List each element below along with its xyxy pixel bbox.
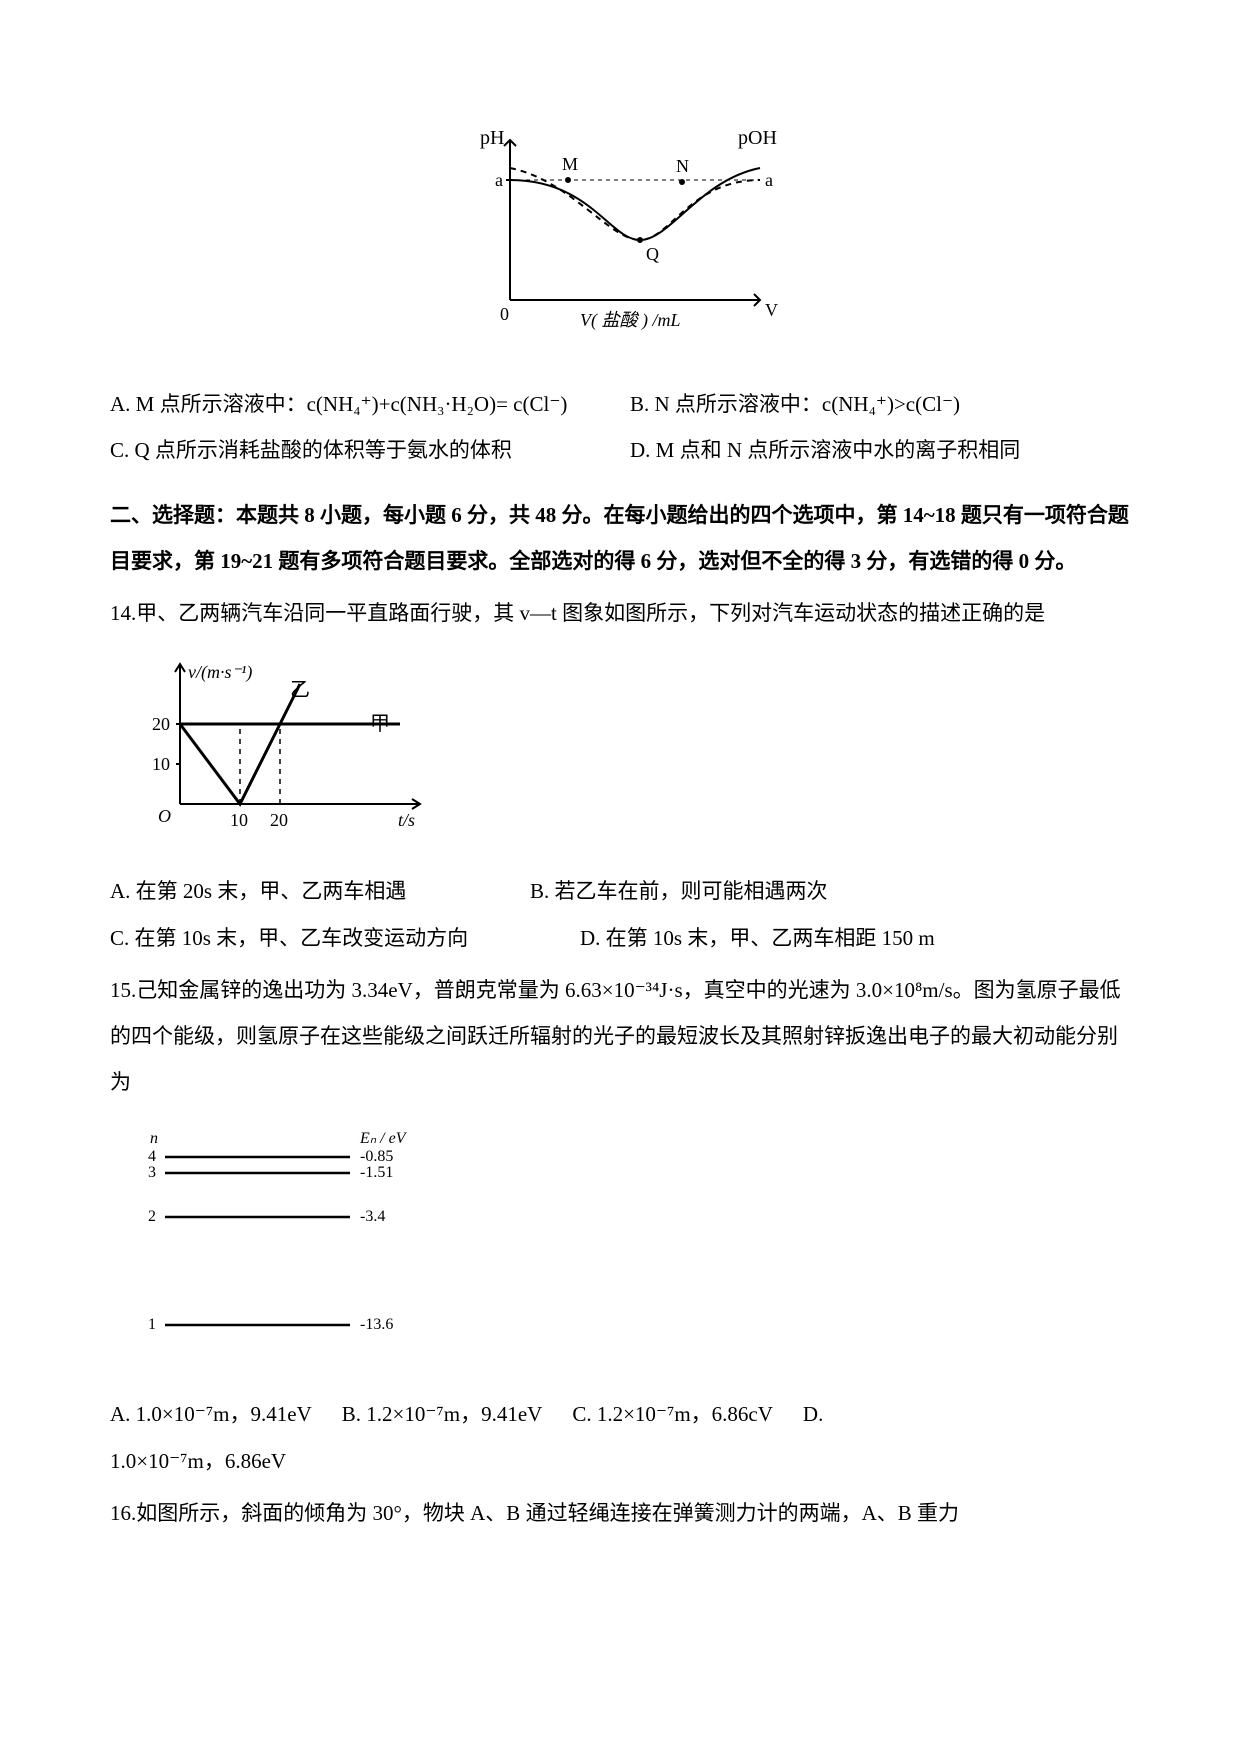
q15-figure: n Eₙ / eV 4 -0.85 3 -1.51 2 -3.4 1 -13.6	[140, 1125, 1130, 1371]
q14-figure: 10 20 10 20 v/(m·s⁻¹) t/s O 乙 甲	[140, 654, 1130, 850]
q13-opt-d: D. M 点和 N 点所示溶液中水的离子积相同	[630, 427, 1130, 473]
lvl2-e: -3.4	[360, 1208, 385, 1225]
q13-figure: a a pH pOH 0 V( 盐酸 ) /mL V M N Q	[110, 120, 1130, 356]
svg-text:10: 10	[230, 810, 248, 830]
energy-svg: n Eₙ / eV 4 -0.85 3 -1.51 2 -3.4 1 -13.6	[140, 1125, 460, 1355]
q13-opt-b: B. N 点所示溶液中：c(NH₄⁺)>c(Cl⁻)	[630, 381, 1130, 427]
v-label: V	[765, 300, 778, 320]
section2-heading: 二、选择题：本题共 8 小题，每小题 6 分，共 48 分。在每小题给出的四个选…	[110, 492, 1130, 584]
q13-options-row2: C. Q 点所示消耗盐酸的体积等于氨水的体积 D. M 点和 N 点所示溶液中水…	[110, 427, 1130, 473]
vt-jia-label: 甲	[370, 713, 390, 735]
q14-options-row1: A. 在第 20s 末，甲、乙两车相遇 B. 若乙车在前，则可能相遇两次	[110, 868, 1130, 914]
q14-opt-a: A. 在第 20s 末，甲、乙两车相遇	[110, 868, 530, 914]
tick-a-right: a	[765, 170, 773, 190]
lvl2-n: 2	[148, 1208, 156, 1225]
lvl4-e: -0.85	[360, 1148, 393, 1165]
q15-opt-b: B. 1.2×10⁻⁷m，9.41eV	[342, 1391, 543, 1437]
svg-text:20: 20	[152, 714, 170, 734]
svg-text:20: 20	[270, 810, 288, 830]
lvl1-n: 1	[148, 1316, 156, 1333]
tick-a-left: a	[495, 170, 503, 190]
q14-options-row2: C. 在第 10s 末，甲、乙车改变运动方向 D. 在第 10s 末，甲、乙两车…	[110, 915, 1130, 961]
q16-stem: 16.如图所示，斜面的倾角为 30°，物块 A、B 通过轻绳连接在弹簧测力计的两…	[110, 1490, 1130, 1536]
q15-stem: 15.己知金属锌的逸出功为 3.34eV，普朗克常量为 6.63×10⁻³⁴J·…	[110, 967, 1130, 1106]
q13-opt-a: A. M 点所示溶液中：c(NH₄⁺)+c(NH₃·H₂O)= c(Cl⁻)	[110, 381, 630, 427]
svg-text:10: 10	[152, 754, 170, 774]
x-axis-label: V( 盐酸 ) /mL	[580, 310, 681, 331]
q15-opt-d-prefix: D.	[803, 1391, 823, 1437]
q13-options-row1: A. M 点所示溶液中：c(NH₄⁺)+c(NH₃·H₂O)= c(Cl⁻) B…	[110, 381, 1130, 427]
lvl3-n: 3	[148, 1164, 156, 1181]
m-label: M	[562, 154, 578, 174]
q14-stem: 14.甲、乙两辆汽车沿同一平直路面行驶，其 v—t 图象如图所示，下列对汽车运动…	[110, 590, 1130, 636]
origin-label: 0	[500, 304, 509, 324]
lvl1-e: -13.6	[360, 1316, 393, 1333]
poh-label: pOH	[738, 127, 777, 149]
q14-opt-d: D. 在第 10s 末，甲、乙两车相距 150 m	[580, 915, 935, 961]
q14-opt-c: C. 在第 10s 末，甲、乙车改变运动方向	[110, 915, 580, 961]
q14-opt-b: B. 若乙车在前，则可能相遇两次	[530, 868, 828, 914]
lvl3-e: -1.51	[360, 1164, 393, 1181]
q15-opt-c: C. 1.2×10⁻⁷m，6.86cV	[572, 1391, 773, 1437]
n-header: n	[150, 1130, 158, 1147]
lvl4-n: 4	[148, 1148, 156, 1165]
q15-opt-a: A. 1.0×10⁻⁷m，9.41eV	[110, 1391, 312, 1437]
vt-graph-svg: 10 20 10 20 v/(m·s⁻¹) t/s O 乙 甲	[140, 654, 440, 834]
q-label: Q	[646, 244, 659, 264]
vt-yi-label: 乙	[290, 679, 310, 701]
e-header: Eₙ / eV	[359, 1130, 408, 1147]
vt-ylabel: v/(m·s⁻¹)	[188, 662, 252, 683]
ph-label: pH	[480, 127, 504, 149]
q15-opt-d: 1.0×10⁻⁷m，6.86eV	[110, 1438, 1130, 1484]
vt-xlabel: t/s	[398, 810, 415, 830]
n-label: N	[676, 156, 689, 176]
q13-opt-c: C. Q 点所示消耗盐酸的体积等于氨水的体积	[110, 427, 630, 473]
vt-origin: O	[158, 806, 171, 826]
ph-poh-graph: a a pH pOH 0 V( 盐酸 ) /mL V M N Q	[440, 120, 800, 340]
q15-options-row: A. 1.0×10⁻⁷m，9.41eV B. 1.2×10⁻⁷m，9.41eV …	[110, 1391, 1130, 1437]
